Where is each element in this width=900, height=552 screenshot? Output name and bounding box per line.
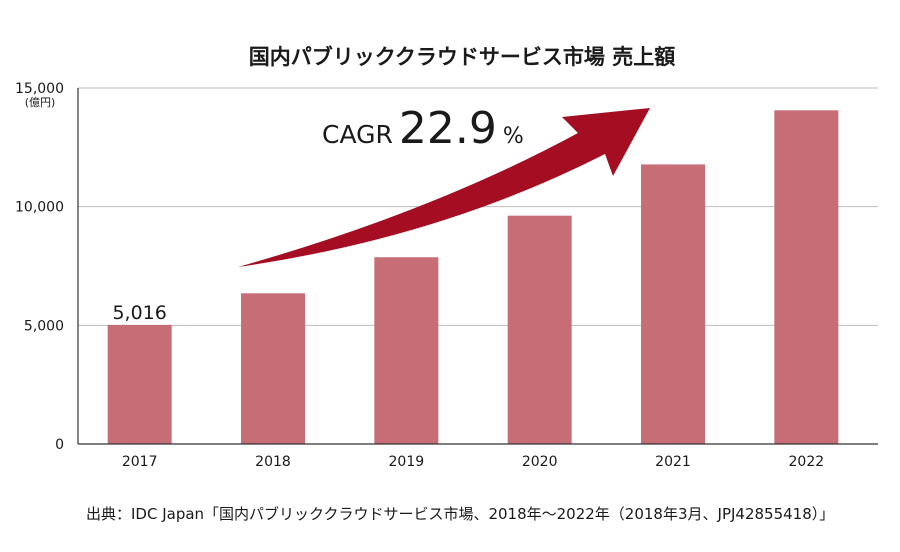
x-tick-label: 2022 (789, 454, 825, 470)
bar-2022 (774, 110, 839, 445)
data-label: 5,016 (112, 302, 166, 324)
cagr-suffix: % (503, 124, 524, 149)
chart-title: 国内パブリッククラウドサービス市場 売上額 (249, 45, 675, 69)
bar-2019 (374, 257, 439, 444)
growth-arrow-icon (238, 108, 650, 267)
bar-2021 (641, 164, 705, 444)
source-note: 出典：IDC Japan「国内パブリッククラウドサービス市場、2018年～202… (86, 505, 835, 523)
tick-labels: 0 5,000 10,000 15,000 2017 2018 2019 2020 2021 20… (15, 81, 824, 470)
cagr-prefix: CAGR (322, 120, 393, 149)
x-tick-label: 2017 (122, 454, 158, 470)
bar-2018 (241, 293, 305, 444)
x-tick-label: 2019 (389, 454, 425, 470)
x-tick-label: 2020 (522, 454, 558, 470)
cagr-annotation: CAGR 22.9% (322, 103, 524, 154)
bar-2017 (107, 324, 172, 444)
y-axis-unit-label: (億円) (25, 96, 56, 109)
y-tick-label: 15,000 (15, 81, 64, 97)
cagr-value: 22.9 (399, 103, 497, 154)
x-tick-label: 2018 (255, 454, 291, 470)
y-tick-label: 0 (55, 437, 64, 453)
y-tick-label: 5,000 (24, 318, 64, 334)
chart-area: 国内パブリッククラウドサービス市場 売上額 (億円) 0 5,000 10,000 1… (15, 45, 878, 470)
bars (107, 110, 839, 445)
y-tick-label: 10,000 (15, 200, 64, 216)
bar-2020 (507, 215, 572, 444)
x-tick-label: 2021 (655, 454, 691, 470)
